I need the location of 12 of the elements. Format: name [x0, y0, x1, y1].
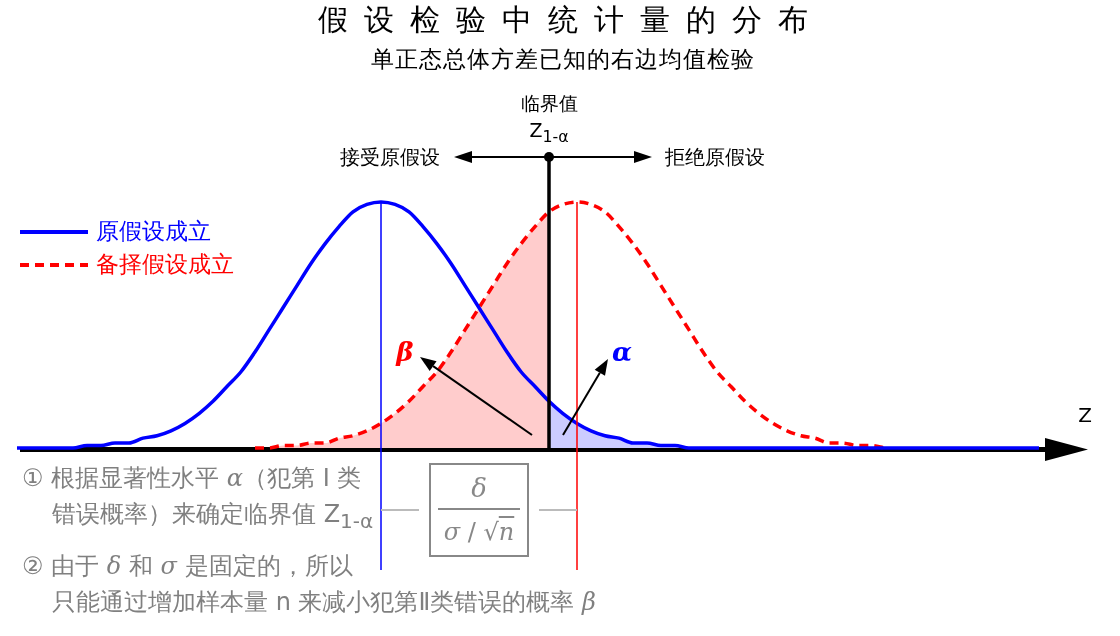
formula-frame: δ σ / √n	[429, 463, 529, 557]
legend-label: 原假设成立	[96, 218, 211, 244]
text: 拒绝原假设	[665, 144, 765, 170]
chart-title: 假设检验中统计量的分布	[318, 2, 808, 37]
chart-subtitle: 单正态总体方差已知的右边均值检验	[371, 45, 755, 74]
x-axis-title: Z	[1078, 403, 1092, 428]
legend-label: 备择假设成立	[96, 251, 234, 277]
annotation: β	[396, 337, 414, 367]
text: ① 根据显著性水平 α（犯第 Ⅰ 类错误概率）来确定临界值 Z$_{1-α}$	[22, 463, 375, 535]
text: 临界值Z$_{1-α}$	[519, 90, 579, 148]
annotation: α	[611, 337, 633, 367]
text: 接受原假设	[340, 144, 440, 170]
